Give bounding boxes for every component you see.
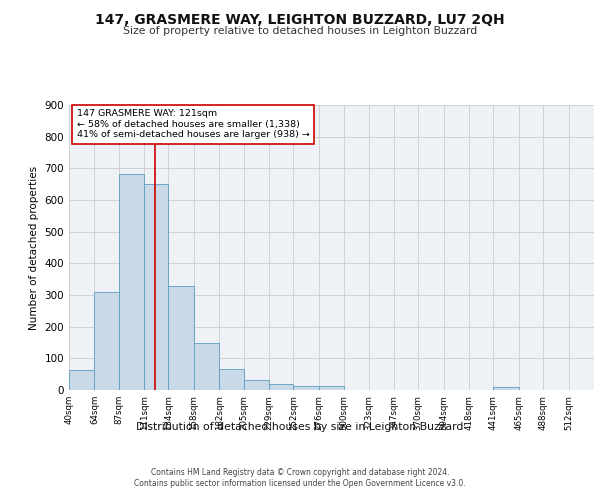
Bar bbox=[493, 388, 519, 390]
Bar bbox=[119, 174, 144, 390]
Bar bbox=[319, 386, 344, 390]
Text: Contains HM Land Registry data © Crown copyright and database right 2024.
Contai: Contains HM Land Registry data © Crown c… bbox=[134, 468, 466, 487]
Bar bbox=[94, 292, 119, 390]
Bar bbox=[144, 184, 169, 390]
Bar bbox=[169, 286, 194, 390]
Text: Distribution of detached houses by size in Leighton Buzzard: Distribution of detached houses by size … bbox=[136, 422, 464, 432]
Text: Size of property relative to detached houses in Leighton Buzzard: Size of property relative to detached ho… bbox=[123, 26, 477, 36]
Bar bbox=[269, 384, 293, 390]
Bar bbox=[293, 386, 319, 390]
Bar bbox=[69, 370, 94, 390]
Text: 147 GRASMERE WAY: 121sqm
← 58% of detached houses are smaller (1,338)
41% of sem: 147 GRASMERE WAY: 121sqm ← 58% of detach… bbox=[77, 110, 310, 139]
Bar bbox=[220, 370, 244, 390]
Y-axis label: Number of detached properties: Number of detached properties bbox=[29, 166, 39, 330]
Bar bbox=[194, 342, 220, 390]
Bar bbox=[244, 380, 269, 390]
Text: 147, GRASMERE WAY, LEIGHTON BUZZARD, LU7 2QH: 147, GRASMERE WAY, LEIGHTON BUZZARD, LU7… bbox=[95, 12, 505, 26]
